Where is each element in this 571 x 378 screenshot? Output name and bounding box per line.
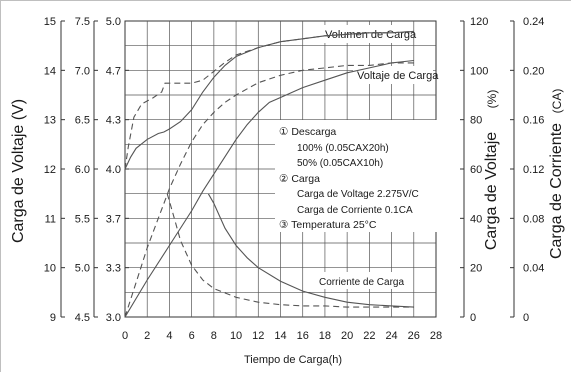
x-axis-tick-label: 18 xyxy=(319,330,331,342)
right-axis-title-ca: Carga de Corriente xyxy=(548,123,565,259)
x-axis-tick-label: 2 xyxy=(144,330,150,342)
x-axis-tick-label: 0 xyxy=(122,330,128,342)
series-line-corriente-100 xyxy=(207,193,414,308)
legend-line-1: ① Descarga xyxy=(279,126,336,138)
ca-axis-tick-label: 0.12 xyxy=(523,164,544,176)
x-axis-tick-label: 20 xyxy=(341,330,353,342)
v5-axis-tick-label: 5.0 xyxy=(106,16,121,28)
legend-line-4: ② Carga xyxy=(279,173,320,185)
x-axis-tick-label: 24 xyxy=(385,330,397,342)
x-axis-tick-label: 16 xyxy=(297,330,309,342)
v5-axis-tick-label: 4.3 xyxy=(106,115,121,127)
pct-axis-tick-label: 40 xyxy=(470,213,482,225)
left-axis-title: Carga de Voltaje (V) xyxy=(10,99,27,243)
legend-box: ① Descarga 100% (0.05CAX20h) 50% (0.05CA… xyxy=(275,120,453,232)
series-line-volumen-50 xyxy=(124,62,414,318)
annotation-corriente: Corriente de Carga xyxy=(319,277,404,288)
right-axis-title-pct: Carga de Voltaje xyxy=(483,132,500,250)
v7-5-axis-tick-label: 4.5 xyxy=(75,312,90,324)
ca-axis-tick-label: 0.24 xyxy=(523,16,544,28)
v5-axis-tick-label: 3.3 xyxy=(106,263,121,275)
v7-5-axis-tick-label: 5.0 xyxy=(75,263,90,275)
x-axis-tick-label: 26 xyxy=(408,330,420,342)
v15-axis-tick-label: 10 xyxy=(44,263,56,275)
pct-axis-tick-label: 100 xyxy=(470,65,488,77)
annotation-volumen: Volumen de Carga xyxy=(325,29,417,41)
ca-axis-tick-label: 0.04 xyxy=(523,263,544,275)
right-axis-title-ca-group: Carga de Corriente (CA) xyxy=(548,89,565,259)
right-axis-title-pct-group: Carga de Voltaje (%) xyxy=(483,90,500,250)
v5-axis-tick-label: 3.7 xyxy=(106,213,121,225)
v5-axis-tick-label: 3.0 xyxy=(106,312,121,324)
x-axis-tick-label: 22 xyxy=(363,330,375,342)
v7-5-axis-tick-label: 6.5 xyxy=(75,115,90,127)
v7-5-axis-tick-label: 6.0 xyxy=(75,164,90,176)
v15-axis-tick-label: 9 xyxy=(50,312,56,324)
v15-axis-tick-label: 13 xyxy=(44,115,56,127)
pct-axis-tick-label: 60 xyxy=(470,164,482,176)
legend-line-7: ③ Temperatura 25°C xyxy=(279,219,377,231)
ca-axis-tick-label: 0.20 xyxy=(523,65,544,77)
ca-axis-tick-label: 0.16 xyxy=(523,115,544,127)
legend-line-2: 100% (0.05CAX20h) xyxy=(297,143,389,154)
right-axis-unit-pct: (%) xyxy=(485,90,499,109)
v5-axis-tick-label: 4.0 xyxy=(106,164,121,176)
legend-line-5: Carga de Voltage 2.275V/C xyxy=(297,189,419,200)
x-axis-tick-label: 12 xyxy=(252,330,264,342)
ticks: 15 14 13 12 11 10 9 7.5 7.0 6.5 6.0 5.5 5.0 4.5 5.0 4.7… xyxy=(44,16,545,342)
v7-5-axis-tick-label: 7.5 xyxy=(75,16,90,28)
series-line-volumen-100 xyxy=(124,59,414,318)
right-axis-unit-ca: (CA) xyxy=(550,89,564,114)
x-axis-tick-label: 8 xyxy=(211,330,217,342)
x-axis-tick-label: 28 xyxy=(430,330,442,342)
v7-5-axis-tick-label: 7.0 xyxy=(75,65,90,77)
v15-axis-tick-label: 15 xyxy=(44,16,56,28)
pct-axis-tick-label: 80 xyxy=(470,115,482,127)
series-line-corriente-50 xyxy=(166,193,414,308)
x-axis-tick-label: 14 xyxy=(274,330,286,342)
x-axis-tick-label: 4 xyxy=(166,330,172,342)
v15-axis-tick-label: 11 xyxy=(45,213,56,225)
x-axis-tick-label: 6 xyxy=(189,330,195,342)
series-line-voltaje-50 xyxy=(124,30,414,170)
x-axis-title: Tiempo de Carga(h) xyxy=(244,354,342,366)
ca-axis-tick-label: 0.08 xyxy=(523,213,544,225)
series-layer xyxy=(124,30,414,318)
ca-axis-tick-label: 0 xyxy=(523,312,529,324)
v15-axis-tick-label: 14 xyxy=(44,65,56,77)
v15-axis-tick-label: 12 xyxy=(44,164,56,176)
annotation-voltaje: Voltaje de Carga xyxy=(357,70,439,82)
pct-axis-tick-label: 20 xyxy=(470,263,482,275)
x-axis-tick-label: 10 xyxy=(230,330,242,342)
v7-5-axis-tick-label: 5.5 xyxy=(75,213,90,225)
v5-axis-tick-label: 4.7 xyxy=(106,65,121,77)
pct-axis-tick-label: 0 xyxy=(470,312,476,324)
pct-axis-tick-label: 120 xyxy=(470,16,488,28)
series-line-voltaje-100 xyxy=(124,30,414,170)
legend-line-3: 50% (0.05CAX10h) xyxy=(297,158,383,169)
legend-line-6: Carga de Corriente 0.1CA xyxy=(297,205,413,216)
